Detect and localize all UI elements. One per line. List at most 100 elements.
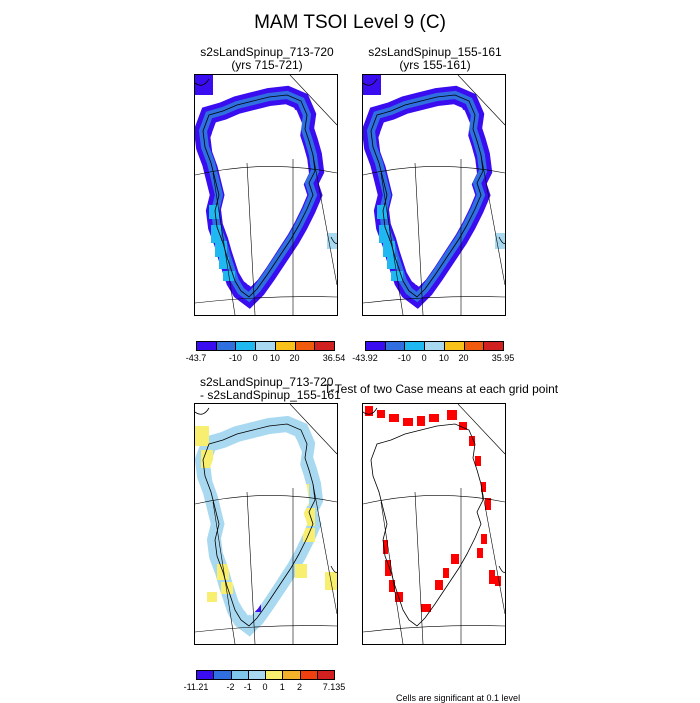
meridian-line (246, 162, 256, 315)
temperature-cell-mild (387, 257, 397, 269)
colorbar-tick-label: 10 (269, 353, 280, 363)
significant-cell (435, 580, 443, 590)
meridian-line (212, 501, 236, 644)
difference-cell-positive (295, 564, 307, 578)
panel-2-title: s2sLandSpinup_155-161 (yrs 155-161) (340, 46, 530, 72)
colorbar-swatch (384, 341, 406, 351)
significant-cell (495, 576, 501, 586)
temperature-cell-mild (219, 257, 229, 269)
colorbar-swatch (235, 341, 257, 351)
parallel-line (195, 296, 337, 304)
significant-cell (475, 456, 481, 466)
colorbar-swatch (196, 341, 217, 351)
significant-cell (469, 436, 475, 446)
map-ttest-svg (363, 404, 505, 644)
colorbar-swatch (230, 670, 249, 680)
map-case1-svg (195, 75, 337, 315)
temperature-cell-mild (215, 241, 227, 257)
significant-cell (477, 548, 483, 558)
figure-title: MAM TSOI Level 9 (C) (254, 12, 446, 33)
colorbar-tick-label: 0 (421, 353, 427, 363)
meridian-line (212, 172, 236, 315)
meridian-line (457, 75, 505, 126)
panel-1-title-line2: (yrs 715-721) (231, 58, 303, 72)
temperature-cell-mild (377, 205, 387, 219)
map-panel-case1 (194, 74, 338, 316)
significant-cell (365, 406, 373, 416)
coastline (202, 94, 316, 298)
panel-1-title-line1: s2sLandSpinup_713-720 (200, 45, 334, 59)
temperature-cell-east (327, 233, 337, 249)
significant-cell (385, 560, 391, 576)
meridian-line (480, 483, 505, 615)
difference-cell-positive (195, 426, 209, 446)
significant-cell (377, 410, 385, 418)
colorbar-tick-label: 20 (458, 353, 469, 363)
map-panel-difference (194, 403, 338, 645)
significance-footnote: Cells are significant at 0.1 level (396, 693, 521, 703)
temperature-cell-mild (211, 225, 221, 243)
meridian-line (414, 491, 424, 644)
colorbar-swatch (424, 341, 445, 351)
coastline-fragment (195, 407, 210, 415)
significant-cell (451, 554, 459, 564)
significant-cell (489, 570, 495, 584)
colorbar-tick-label: -1 (243, 682, 252, 692)
significant-cell (481, 482, 486, 492)
map-panel-ttest (362, 403, 506, 645)
colorbar-tick-label: -2 (226, 682, 235, 692)
colorbar-difference-swatches (196, 670, 335, 680)
parallel-line (195, 495, 337, 505)
colorbar-swatch (274, 341, 296, 351)
colorbar-tick-label: -10 (397, 353, 411, 363)
colorbar-swatch (299, 670, 318, 680)
map-difference-svg (195, 404, 337, 644)
temperature-cell-east (495, 233, 505, 249)
colorbar-difference: -11.21 -2 -1 0 1 2 7.135 (184, 670, 346, 694)
difference-cell-positive (207, 592, 217, 602)
colorbar-tick-label: 0 (252, 353, 258, 363)
significant-cell (429, 414, 439, 422)
colorbar-difference-labels: -11.21 -2 -1 0 1 2 7.135 (184, 682, 346, 694)
colorbar-swatch (213, 670, 232, 680)
meridian-line (480, 154, 505, 286)
colorbar-tick-label: 0 (262, 682, 268, 692)
colorbar-swatch (247, 670, 266, 680)
significant-cell (421, 604, 431, 612)
significant-cell (389, 414, 399, 422)
significant-cell (485, 498, 491, 510)
colorbar-swatch (365, 341, 386, 351)
coastline-fragment (498, 565, 505, 573)
parallel-line (195, 166, 337, 176)
coastline-fragment (330, 236, 337, 244)
coastline (202, 423, 316, 627)
colorbar-swatch (265, 670, 284, 680)
parallel-line (363, 166, 505, 176)
meridian-line (289, 75, 337, 126)
panel-1-title: s2sLandSpinup_713-720 (yrs 715-721) (172, 46, 362, 72)
colorbar-swatch (316, 670, 335, 680)
colorbar-swatch (404, 341, 426, 351)
colorbar-swatch (255, 341, 276, 351)
meridian-line (414, 162, 424, 315)
panel-3-title: s2sLandSpinup_713-720 - s2sLandSpinup_15… (200, 376, 341, 402)
colorbar-case2: -43.92 -10 0 10 20 35.95 (352, 341, 514, 365)
coastline-fragment (363, 78, 378, 86)
colorbar-tick-label: 2 (296, 682, 303, 692)
colorbar-tick-label: 20 (289, 353, 300, 363)
difference-cell-positive (303, 528, 315, 542)
parallel-line (363, 625, 505, 633)
panel-3-title-line2: - s2sLandSpinup_155-161 (200, 388, 341, 402)
map-panel-case2 (362, 74, 506, 316)
colorbar-tick-label: 10 (438, 353, 449, 363)
temperature-cell-mild (383, 241, 395, 257)
coastline-fragment (195, 78, 210, 86)
panel-2-title-line2: (yrs 155-161) (399, 58, 471, 72)
panel-4-title: T-Test of two Case means at each grid po… (324, 383, 558, 396)
meridian-line (289, 404, 337, 455)
colorbar-tick-label: 35.95 (491, 353, 515, 363)
colorbar-swatch (443, 341, 465, 351)
meridian-line (312, 483, 337, 615)
temperature-cell-mild (209, 205, 219, 219)
colorbar-tick-label: 1 (279, 682, 285, 692)
